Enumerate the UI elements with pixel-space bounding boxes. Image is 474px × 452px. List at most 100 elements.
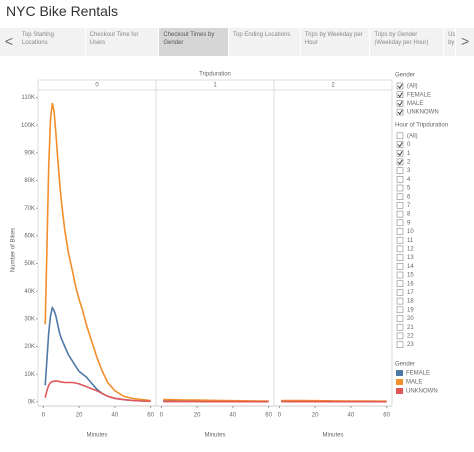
next-arrow[interactable]: > xyxy=(460,33,470,49)
legend-label: UNKNOWN xyxy=(406,389,438,395)
series-line xyxy=(44,305,151,403)
tab-bar: < Top Starting Locations Checkout Time for… xyxy=(0,28,474,56)
checkbox[interactable] xyxy=(396,297,404,305)
checkbox[interactable] xyxy=(396,341,404,348)
x-tick-label: 60 xyxy=(383,413,390,419)
x-tick-label: 40 xyxy=(348,413,355,419)
y-tick-label: 90K xyxy=(24,150,35,156)
checkbox[interactable] xyxy=(396,158,404,166)
legend-title: Gender xyxy=(395,362,415,368)
check-mark xyxy=(397,142,403,148)
checkbox[interactable] xyxy=(396,323,404,331)
tab[interactable]: Us by xyxy=(444,28,457,56)
checkbox[interactable] xyxy=(396,236,404,244)
checkbox[interactable] xyxy=(396,149,404,157)
filter-item: 13 xyxy=(407,255,414,261)
y-tick-label: 50K xyxy=(24,261,35,267)
checkbox[interactable] xyxy=(396,100,404,107)
check-mark xyxy=(397,150,403,156)
series-line xyxy=(44,380,151,403)
tab[interactable]: Checkout Times by Gender xyxy=(159,28,230,56)
legend-label: MALE xyxy=(406,380,422,386)
x-tick-label: 20 xyxy=(194,413,201,419)
checkbox[interactable] xyxy=(396,315,404,322)
y-tick-label: 30K xyxy=(24,316,35,322)
tab[interactable]: Top Ending Locations xyxy=(229,28,301,56)
checkbox[interactable] xyxy=(396,262,404,270)
checkbox[interactable] xyxy=(396,202,404,209)
checkbox[interactable] xyxy=(396,219,404,227)
check-mark xyxy=(397,109,403,115)
filter-item: (All) xyxy=(407,133,418,139)
series-line xyxy=(44,102,151,402)
checkbox[interactable] xyxy=(396,82,404,90)
filter-item: MALE xyxy=(407,101,423,107)
filter-item: 18 xyxy=(407,299,414,305)
check-mark xyxy=(397,101,403,107)
x-tick-label: 0 xyxy=(278,413,282,419)
checkbox[interactable] xyxy=(396,91,404,98)
filter-item: 20 xyxy=(407,316,414,322)
x-tick-label: 20 xyxy=(312,413,319,419)
check-mark xyxy=(397,92,403,98)
filter-item: 7 xyxy=(407,203,411,209)
y-axis-label: Number of Bikes xyxy=(11,228,17,272)
filter-item: 9 xyxy=(407,220,411,226)
legend-swatch xyxy=(396,370,403,376)
filter-item: 19 xyxy=(407,307,414,313)
panel-label: 2 xyxy=(331,83,335,89)
tab[interactable]: Trips by Gender (Weekday per Hour) xyxy=(370,28,445,56)
x-axis-label: Minutes xyxy=(322,433,343,439)
filter-title: Hour of Tripduration xyxy=(395,122,448,128)
filter-item: 6 xyxy=(407,194,411,200)
filter-item: 17 xyxy=(407,290,414,296)
prev-arrow[interactable]: < xyxy=(4,33,14,49)
tab[interactable]: Checkout Time for Users xyxy=(86,28,160,56)
checkbox[interactable] xyxy=(396,280,404,288)
legend-swatch xyxy=(396,379,403,385)
checkbox[interactable] xyxy=(396,210,404,218)
filter-title: Gender xyxy=(395,73,415,79)
checkbox[interactable] xyxy=(396,193,404,200)
x-tick-label: 0 xyxy=(42,413,46,419)
tab[interactable]: Top Starting Locations xyxy=(18,28,86,56)
filter-item: 21 xyxy=(407,325,414,331)
y-tick-label: 70K xyxy=(24,206,35,212)
checkbox[interactable] xyxy=(396,108,404,116)
filter-item: 5 xyxy=(407,186,411,192)
filter-item: 8 xyxy=(407,212,411,218)
y-tick-label: 20K xyxy=(24,344,35,350)
filter-item: 2 xyxy=(407,159,411,165)
filter-item: 12 xyxy=(407,246,414,252)
checkbox[interactable] xyxy=(396,228,404,235)
checkbox[interactable] xyxy=(396,332,404,340)
y-tick-label: 100K xyxy=(21,123,35,129)
panel-label: 1 xyxy=(213,83,217,89)
checkbox[interactable] xyxy=(396,306,404,314)
x-axis-label: Minutes xyxy=(204,433,225,439)
checkbox[interactable] xyxy=(396,184,404,192)
x-axis-label: Minutes xyxy=(86,433,107,439)
checkbox[interactable] xyxy=(396,271,404,279)
filter-item: 4 xyxy=(407,177,411,183)
filter-item: 16 xyxy=(407,281,414,287)
x-tick-label: 20 xyxy=(76,413,83,419)
y-tick-label: 60K xyxy=(24,233,35,239)
filter-item: 15 xyxy=(407,273,414,279)
panel-title: Tripduration xyxy=(199,72,231,78)
legend-swatch xyxy=(396,388,403,394)
panel-label: 0 xyxy=(95,83,99,89)
check-mark xyxy=(397,159,403,165)
checkbox[interactable] xyxy=(396,254,404,261)
checkbox[interactable] xyxy=(396,141,404,148)
checkbox[interactable] xyxy=(396,176,404,183)
tab[interactable]: Trips by Weekday per Hour xyxy=(301,28,371,56)
checkbox[interactable] xyxy=(396,289,404,296)
checkbox[interactable] xyxy=(396,245,404,253)
filter-item: 23 xyxy=(407,342,414,348)
series-line xyxy=(163,398,269,402)
checkbox[interactable] xyxy=(396,132,404,140)
checkbox[interactable] xyxy=(396,167,404,174)
filter-item: 0 xyxy=(407,142,411,148)
legend-label: FEMALE xyxy=(406,371,430,377)
